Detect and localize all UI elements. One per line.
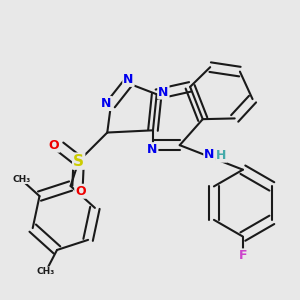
Text: CH₃: CH₃ — [13, 175, 31, 184]
Text: O: O — [49, 139, 59, 152]
Text: N: N — [147, 143, 158, 156]
Text: N: N — [101, 97, 112, 110]
Text: F: F — [239, 249, 248, 262]
Text: S: S — [73, 154, 84, 169]
Text: CH₃: CH₃ — [36, 267, 55, 276]
Text: N: N — [158, 85, 169, 98]
Text: H: H — [216, 149, 226, 162]
Text: O: O — [75, 185, 86, 198]
Text: N: N — [123, 73, 134, 86]
Text: N: N — [204, 148, 214, 161]
